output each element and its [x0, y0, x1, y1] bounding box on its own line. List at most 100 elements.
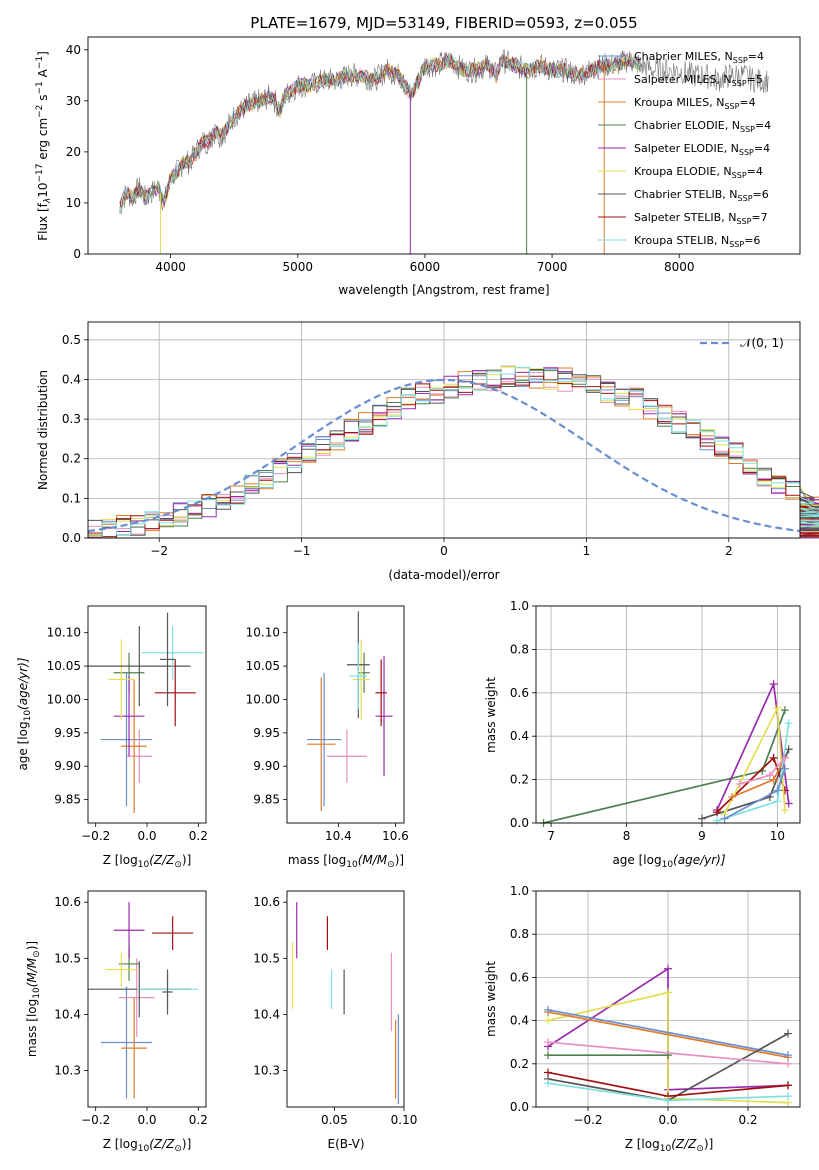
y-tick-label: 0.0	[62, 531, 81, 545]
residual-histogram-panel: −2 −1 0 1 2 0.0 0.1 0.2 0.3 0.4 0.5 𝒩(0, 1) (data-m…	[36, 321, 819, 582]
plus-marker	[544, 1038, 552, 1047]
plot-content	[88, 902, 199, 1099]
x-tick-label: 4000	[155, 260, 186, 274]
plus-marker	[728, 792, 737, 801]
plot-content	[88, 612, 204, 813]
x-tick-label: 0.2	[189, 1113, 208, 1127]
legend-label: Chabrier STELIB, NSSP=6	[634, 188, 769, 203]
error-bar	[108, 639, 135, 720]
y-tick-label: 1.0	[510, 599, 529, 613]
plus-marker	[664, 1096, 672, 1105]
plus-marker	[769, 775, 778, 784]
plus-marker	[544, 1068, 552, 1077]
x-tick-label: 1	[583, 544, 591, 558]
legend-label: Salpeter MILES, NSSP=5	[634, 73, 763, 88]
y-tick-label: 10.00	[47, 692, 81, 706]
age-vs-mass-xlabel: mass [log10(M/M⊙)]	[288, 853, 404, 870]
histogram-ylabel: Normed distribution	[36, 370, 50, 490]
model-fit-line	[119, 55, 642, 205]
x-tick-label: 9	[698, 829, 706, 843]
plus-marker	[784, 799, 793, 808]
error-bar	[105, 952, 137, 987]
axes-frame	[535, 605, 801, 824]
y-tick-label: 10	[66, 196, 81, 210]
x-tick-label: 6000	[410, 260, 441, 274]
age-vs-mass-panel: 10.4 10.6 9.85 9.90 9.95 10.00 10.05 10.10 mass…	[246, 605, 409, 870]
error-bar	[152, 916, 194, 950]
y-tick-label: 10.05	[246, 659, 280, 673]
spectrum-legend: Chabrier MILES, NSSP=4 Salpeter MILES, NS…	[598, 50, 771, 249]
y-tick-label: 0	[73, 247, 81, 261]
histogram-steps	[88, 367, 819, 539]
y-tick-label: 0.4	[62, 372, 81, 386]
y-tick-label: 0.2	[510, 773, 529, 787]
y-tick-label: 9.95	[54, 726, 81, 740]
legend-label: Kroupa ELODIE, NSSP=4	[634, 165, 763, 180]
plus-marker	[784, 1081, 792, 1090]
mass-weight-line	[547, 1011, 789, 1059]
x-tick-label: 0.0	[658, 1113, 677, 1127]
x-tick-label: 0.05	[321, 1113, 348, 1127]
y-tick-label: 0.0	[510, 816, 529, 830]
histogram-xlabel: (data-model)/error	[388, 568, 499, 582]
mass-weight-vs-age-panel: 7 8 9 10 0.0 0.2 0.4 0.6 0.8 1.0 age [log10(age/y…	[484, 599, 801, 870]
error-bar	[159, 612, 176, 707]
error-bar	[326, 729, 367, 783]
x-tick-label: 0.10	[391, 1113, 418, 1127]
x-tick-label: 0.0	[137, 1113, 156, 1127]
y-tick-label: 9.90	[54, 759, 81, 773]
spectrum-ylabel: Flux [fλ10−17 erg cm−2 s−1 A−1]	[35, 51, 53, 241]
y-tick-label: 40	[66, 43, 81, 57]
x-tick-label: 10.4	[325, 829, 352, 843]
mass-weight-vs-metallicity-plot-area: −0.2 0.0 0.2 0.0 0.2 0.4 0.6 0.8 1.0	[510, 884, 801, 1127]
plus-marker	[544, 1079, 552, 1088]
model-fit-line	[119, 53, 642, 213]
x-tick-label: −1	[293, 544, 311, 558]
plus-marker	[780, 786, 789, 795]
plus-marker	[713, 816, 722, 825]
legend-label: Salpeter ELODIE, NSSP=4	[634, 142, 770, 157]
plus-marker	[784, 1029, 792, 1038]
error-bar	[358, 652, 370, 693]
y-tick-label: 0.6	[510, 970, 529, 984]
error-bar	[121, 679, 147, 813]
spectrum-panel: PLATE=1679, MJD=53149, FIBERID=0593, z=0…	[35, 14, 801, 297]
mass-weight-vs-metallicity-xlabel: Z [log10(Z/Z⊙)]	[625, 1137, 714, 1154]
x-tick-label: 2	[725, 544, 733, 558]
error-bar	[88, 626, 191, 707]
x-tick-label: 0.2	[189, 829, 208, 843]
y-tick-label: 10.6	[253, 895, 280, 909]
plus-marker	[780, 706, 789, 715]
mass-weight-line	[547, 991, 789, 1104]
legend-label: Kroupa MILES, NSSP=4	[634, 96, 756, 111]
plot-content	[539, 680, 793, 827]
histogram-steps	[88, 365, 819, 536]
x-tick-label: 7000	[537, 260, 568, 274]
model-fit-line	[119, 53, 642, 209]
plus-marker	[773, 797, 782, 806]
x-tick-label: 10.6	[382, 829, 409, 843]
y-tick-label: 0.8	[510, 927, 529, 941]
legend-label: Salpeter STELIB, NSSP=7	[634, 211, 768, 226]
plus-marker	[544, 1051, 552, 1060]
histogram-steps	[88, 375, 819, 538]
plus-marker	[735, 779, 744, 788]
age-vs-mass-plot-area: 10.4 10.6 9.85 9.90 9.95 10.00 10.05 10.10	[246, 605, 409, 843]
axes-frame	[286, 605, 405, 824]
spectrum-title: PLATE=1679, MJD=53149, FIBERID=0593, z=0…	[250, 14, 637, 32]
y-tick-label: 10.10	[246, 626, 280, 640]
mass-vs-metallicity-panel: −0.2 0.0 0.2 10.3 10.4 10.5 10.6 Z [log10(Z/Z⊙…	[25, 890, 208, 1154]
y-tick-label: 0.3	[62, 412, 81, 426]
mass-weight-vs-age-xlabel: age [log10(age/yr)]	[612, 853, 725, 870]
axes-frame	[286, 890, 405, 1108]
axes-frame	[535, 890, 801, 1108]
age-vs-metallicity-ylabel: age [log10(age/yr)]	[16, 657, 33, 770]
plus-marker	[780, 805, 789, 814]
spectrum-xlabel: wavelength [Angstrom, rest frame]	[338, 283, 549, 297]
age-vs-metallicity-xlabel: Z [log10(Z/Z⊙)]	[103, 853, 192, 870]
y-tick-label: 30	[66, 94, 81, 108]
mass-weight-vs-age-ylabel: mass weight	[484, 677, 498, 753]
y-tick-label: 10.5	[54, 951, 81, 965]
y-tick-label: 0.8	[510, 642, 529, 656]
